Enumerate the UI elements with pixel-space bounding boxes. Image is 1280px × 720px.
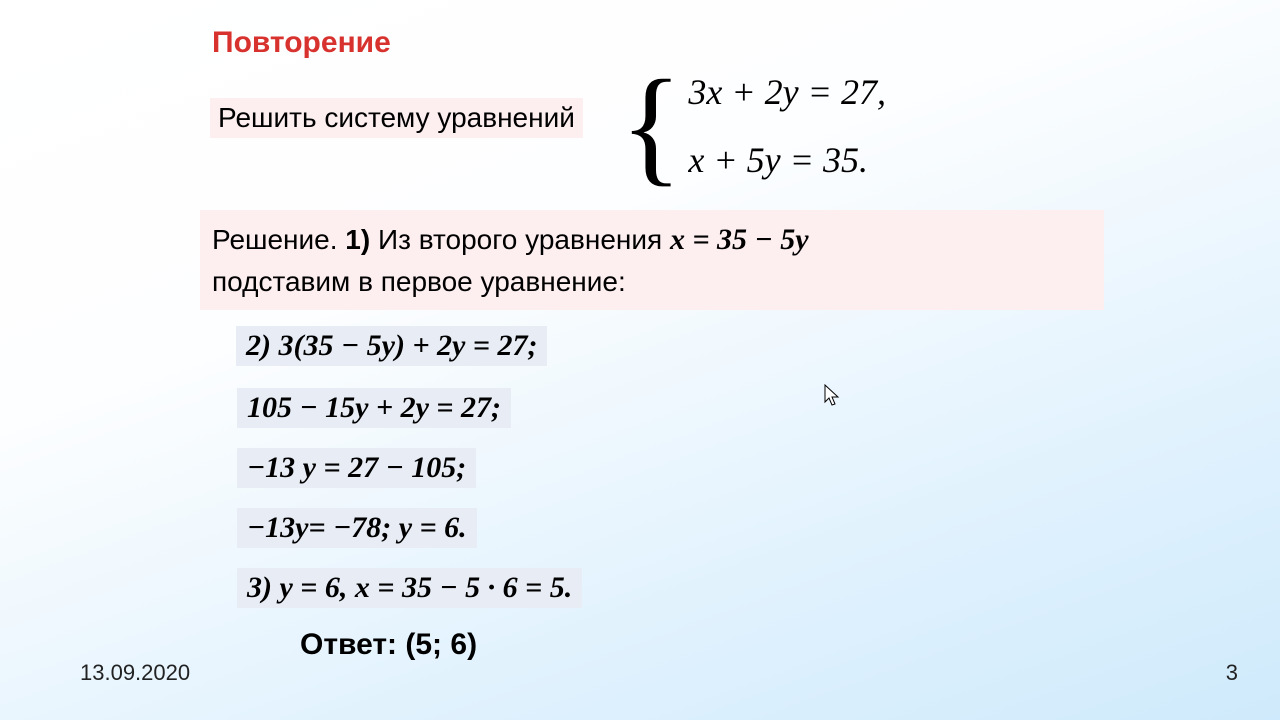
- footer-page-number: 3: [1226, 660, 1238, 686]
- solution-intro-eq: x = 35 − 5y: [670, 223, 809, 256]
- mouse-cursor-icon: [824, 384, 840, 408]
- slide-heading: Повторение: [212, 26, 391, 60]
- system-column: 3x + 2y = 27, x + 5y = 35.: [688, 58, 886, 195]
- solution-step1-label: 1): [345, 224, 370, 255]
- solution-intro: Решение. 1) Из второго уравнения x = 35 …: [200, 210, 1104, 310]
- solution-step-3: 3) y = 6, x = 35 − 5 · 6 = 5.: [237, 568, 582, 608]
- task-label: Решить систему уравнений: [210, 98, 583, 138]
- solution-step-2b: −13 y = 27 − 105;: [237, 448, 476, 488]
- footer-date: 13.09.2020: [80, 660, 190, 686]
- equation-2: x + 5y = 35.: [688, 126, 886, 194]
- answer: Ответ: (5; 6): [300, 628, 477, 662]
- slide: Повторение Решить систему уравнений { 3x…: [0, 0, 1280, 720]
- solution-intro-text-3: подставим в первое уравнение:: [212, 266, 626, 297]
- solution-step-2a: 105 − 15y + 2y = 27;: [237, 388, 511, 428]
- brace-icon: {: [620, 74, 682, 178]
- equation-1: 3x + 2y = 27,: [688, 58, 886, 126]
- solution-intro-text-2: Из второго уравнения: [370, 224, 670, 255]
- solution-step-2: 2) 3(35 − 5y) + 2y = 27;: [236, 326, 547, 366]
- solution-intro-text-1: Решение.: [212, 224, 345, 255]
- task-row: Решить систему уравнений: [210, 98, 613, 138]
- system-of-equations: { 3x + 2y = 27, x + 5y = 35.: [620, 58, 886, 195]
- solution-step-2c: −13y= −78; y = 6.: [237, 508, 477, 548]
